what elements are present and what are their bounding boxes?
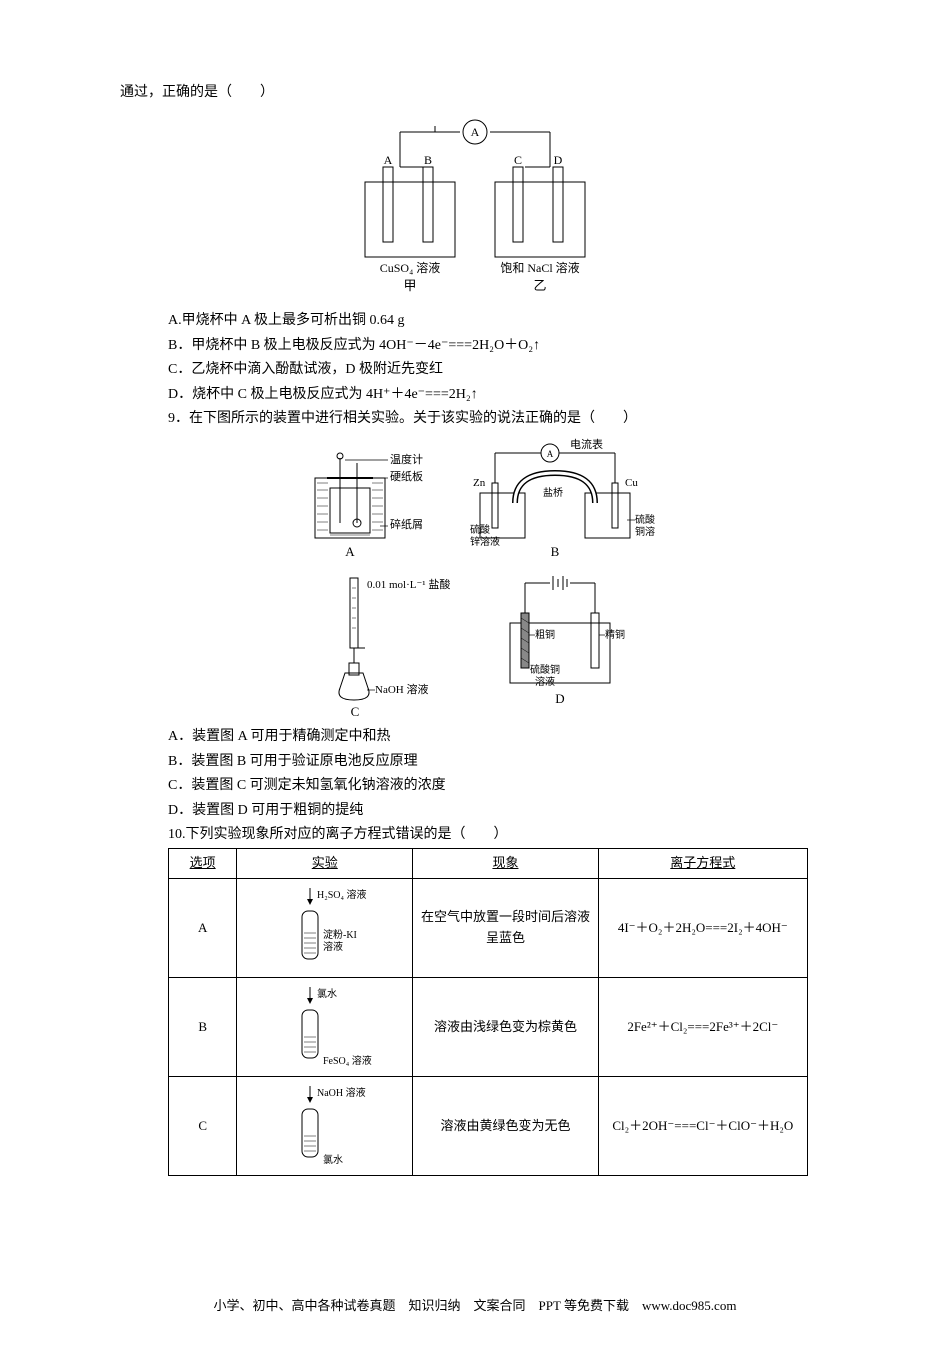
opt-a: A.甲烧杯中 A 极上最多可析出铜 0.64 g [120,310,830,332]
svg-text:硫酸铜: 硫酸铜 [530,663,560,676]
svg-text:C: C [351,704,360,718]
svg-text:硫酸: 硫酸 [470,523,490,536]
svg-text:电流表: 电流表 [570,438,603,451]
opt-c: C．乙烧杯中滴入酚酞试液，D 极附近先变红 [120,359,830,381]
col-phenomenon: 现象 [413,849,598,879]
svg-text:B: B [551,544,560,559]
q10-stem: 10.下列实验现象所对应的离子方程式错误的是（ ） [120,824,830,846]
col-option: 选项 [169,849,237,879]
svg-text:淀粉-KI: 淀粉-KI [323,928,357,941]
svg-text:FeSO₄ 溶液: FeSO₄ 溶液 [323,1054,372,1067]
opt-b: B．甲烧杯中 B 极上电极反应式为 4OH⁻－4e⁻===2H₂O＋O₂↑ [120,335,830,357]
col-equation: 离子方程式 [598,849,807,879]
svg-text:溶液: 溶液 [535,675,555,688]
svg-text:碎纸屑: 碎纸屑 [390,517,423,531]
q9-opt-c: C．装置图 C 可测定未知氢氧化钠溶液的浓度 [120,775,830,797]
svg-text:甲: 甲 [403,278,416,293]
svg-text:Zn: Zn [473,477,486,489]
opt-d: D．烧杯中 C 极上电极反应式为 4H⁺＋4e⁻===2H₂↑ [120,384,830,406]
svg-text:精铜: 精铜 [605,628,625,641]
table-row: A H₂SO₄ 溶液 淀粉-KI 溶液 在空气中放置一段时间后溶液呈蓝色 4I⁻… [169,879,808,978]
svg-text:B: B [424,153,432,167]
svg-text:NaOH 溶液: NaOH 溶液 [375,682,428,696]
svg-text:Cu: Cu [625,477,638,489]
page-footer: 小学、初中、高中各种试卷真题 知识归纳 文案合同 PPT 等免费下载 www.d… [120,1296,830,1317]
svg-text:H₂SO₄ 溶液: H₂SO₄ 溶液 [317,888,366,901]
svg-text:盐桥: 盐桥 [543,486,563,499]
q9-opt-b: B．装置图 B 可用于验证原电池反应原理 [120,751,830,773]
svg-text:A: A [384,153,393,167]
table-row: C NaOH 溶液 氯水 溶液由黄绿色变为无色 Cl₂＋2OH⁻===Cl⁻＋C… [169,1077,808,1176]
figure-2: 温度计 硬纸板 碎纸屑 A A 电流表 Zn Cu 盐桥 硫酸 锌溶液 硫酸 铜… [120,438,830,718]
intro-line: 通过，正确的是（ ） [120,82,830,104]
table-row: B 氯水 FeSO₄ 溶液 溶液由浅绿色变为棕黄色 2Fe²⁺＋Cl₂===2F… [169,978,808,1077]
svg-text:氯水: 氯水 [323,1153,343,1166]
svg-text:锌溶液: 锌溶液 [470,535,500,548]
figure-1: A A B C D CuSO₄ 溶液 饱和 NaCl 溶液 甲 乙 [120,112,830,302]
svg-text:D: D [554,153,563,167]
svg-text:温度计: 温度计 [390,452,423,466]
col-experiment: 实验 [237,849,413,879]
svg-text:铜溶液: 铜溶液 [635,525,655,538]
svg-text:0.01 mol·L⁻¹ 盐酸: 0.01 mol·L⁻¹ 盐酸 [367,577,450,591]
svg-text:粗铜: 粗铜 [535,629,555,641]
ammeter-label: A [471,125,480,139]
svg-text:A: A [547,449,554,459]
svg-text:D: D [555,691,564,706]
q9-stem: 9．在下图所示的装置中进行相关实验。关于该实验的说法正确的是（ ） [120,408,830,430]
q9-opt-d: D．装置图 D 可用于粗铜的提纯 [120,800,830,822]
svg-text:溶液: 溶液 [323,940,343,953]
svg-text:NaOH 溶液: NaOH 溶液 [317,1086,366,1099]
svg-text:C: C [514,153,522,167]
q9-opt-a: A．装置图 A 可用于精确测定中和热 [120,726,830,748]
q10-table: 选项 实验 现象 离子方程式 A H₂SO₄ 溶液 淀粉-KI 溶液 在空气中放… [168,848,808,1176]
svg-text:硬纸板: 硬纸板 [390,469,423,483]
svg-text:A: A [345,544,355,559]
svg-text:乙: 乙 [533,278,546,293]
svg-text:氯水: 氯水 [317,987,337,1000]
svg-text:硫酸: 硫酸 [635,513,655,526]
svg-text:CuSO₄ 溶液: CuSO₄ 溶液 [380,260,441,275]
svg-text:饱和 NaCl 溶液: 饱和 NaCl 溶液 [500,260,579,275]
